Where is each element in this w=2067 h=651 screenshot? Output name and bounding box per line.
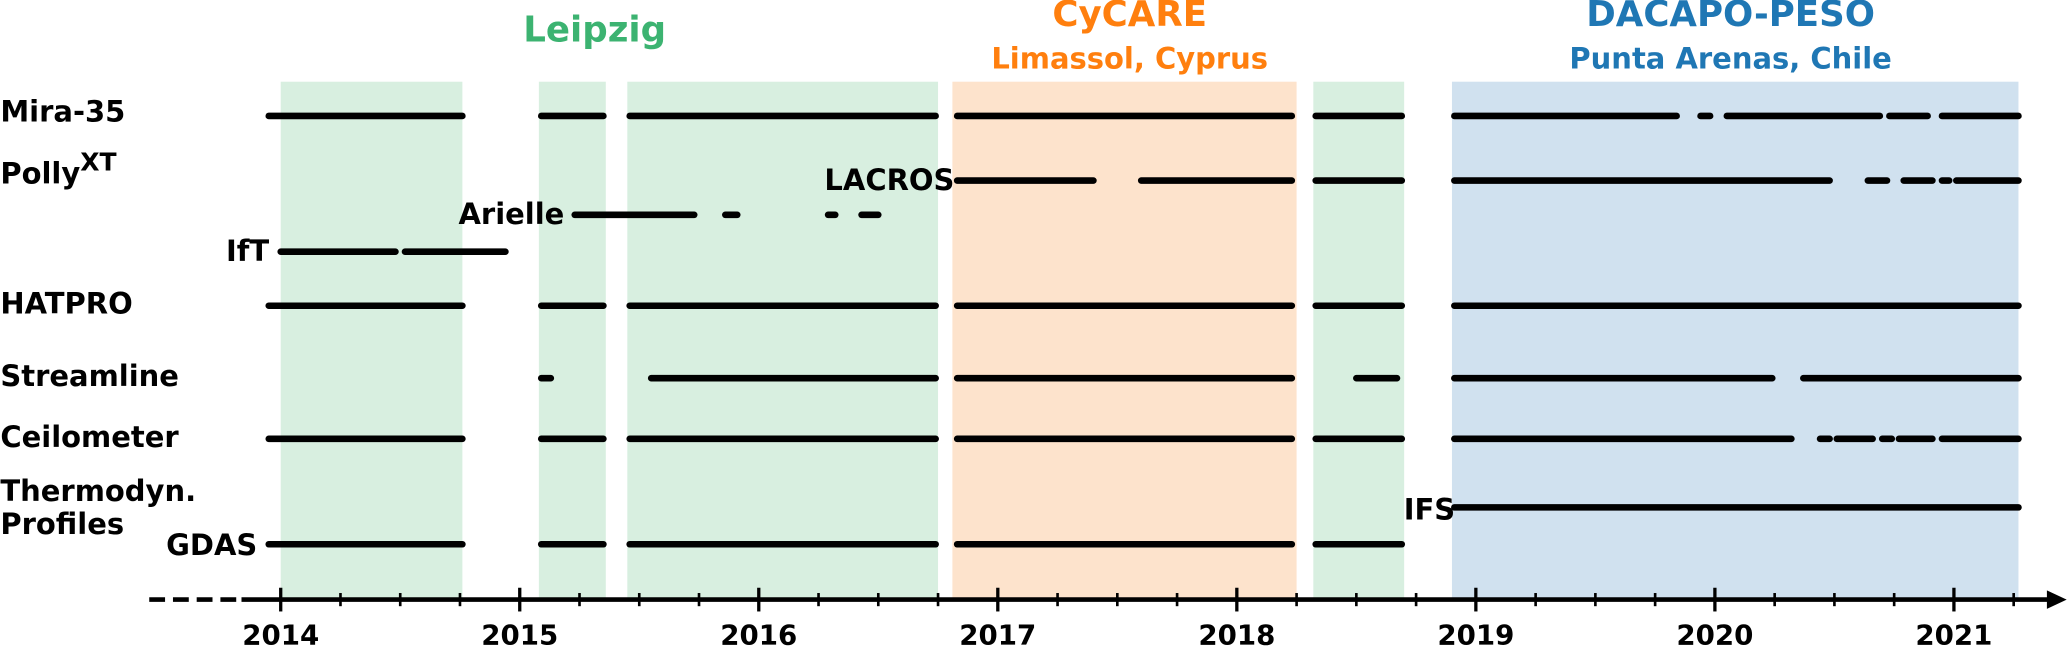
row-label-sup: XT: [80, 147, 116, 176]
campaign-span: [1451, 81, 2019, 600]
x-tick-label: 2018: [1198, 619, 1275, 651]
line-tag: IFS: [1404, 492, 1455, 526]
line-tag: GDAS: [166, 528, 257, 562]
row-label: HATPRO: [0, 287, 132, 321]
x-tick-label: 2017: [959, 619, 1036, 651]
line-tag: LACROS: [824, 163, 954, 197]
campaign-name: DACAPO-PESO: [1586, 0, 1875, 35]
campaign-span: [280, 81, 463, 600]
x-tick-label: 2015: [481, 619, 558, 651]
group-label: Profiles: [0, 507, 124, 541]
row-label: Ceilometer: [0, 420, 179, 454]
x-tick-label: 2021: [1915, 619, 1992, 651]
axis-arrow: [2046, 590, 2067, 609]
campaign-location: Punta Arenas, Chile: [1569, 42, 1891, 76]
row-label-text: HATPRO: [0, 287, 132, 321]
campaign-span: [538, 81, 606, 600]
campaign-backgrounds: [280, 81, 2019, 600]
row-label-text: Mira-35: [0, 94, 125, 128]
x-tick-label: 2016: [720, 619, 797, 651]
line-tag: Arielle: [458, 197, 564, 231]
line-tag: IfT: [226, 234, 269, 268]
x-tick-label: 2020: [1676, 619, 1753, 651]
row-label-text: Streamline: [0, 359, 179, 393]
row-label-text: Ceilometer: [0, 420, 179, 454]
x-tick-label: 2014: [242, 619, 319, 651]
row-label-text: Polly: [0, 156, 80, 190]
x-tick-label: 2019: [1437, 619, 1514, 651]
campaign-name: CyCARE: [1052, 0, 1207, 35]
campaign-name: Leipzig: [523, 10, 666, 51]
row-label: Streamline: [0, 359, 179, 393]
campaign-span: [627, 81, 939, 600]
campaign-location: Limassol, Cyprus: [991, 42, 1268, 76]
row-label: Mira-35: [0, 94, 125, 128]
campaign-span: [1313, 81, 1405, 600]
campaign-span: [952, 81, 1297, 600]
group-label: Thermodyn.: [0, 474, 196, 508]
row-label: PollyXT: [0, 147, 116, 190]
